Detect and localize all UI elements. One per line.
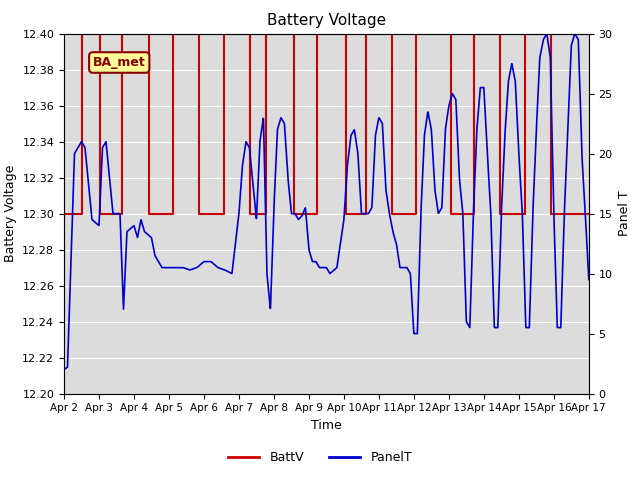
BattV [246,211,254,216]
BattV [220,211,227,216]
BattV [313,31,321,36]
BattV [585,211,593,216]
BattV [361,211,369,216]
BattV [168,211,176,216]
BattV [96,211,104,216]
Legend: BattV, PanelT: BattV, PanelT [223,446,417,469]
BattV [496,31,504,36]
PanelT [518,204,526,210]
BattV [77,211,85,216]
BattV [470,211,477,216]
BattV [520,211,528,216]
BattV [547,31,554,36]
PanelT [60,367,68,372]
Y-axis label: Panel T: Panel T [618,191,631,237]
PanelT [151,253,159,259]
PanelT [120,299,128,304]
BattV [342,211,350,216]
PanelT [284,176,292,181]
BattV [387,31,395,36]
BattV [447,31,454,36]
BattV [195,31,202,36]
BattV [547,211,555,216]
BattV [290,211,298,216]
BattV [170,31,177,36]
BattV [342,31,349,36]
X-axis label: Time: Time [311,419,342,432]
PanelT [585,276,593,282]
Line: PanelT: PanelT [64,34,589,370]
BattV [246,31,253,36]
BattV [144,31,152,36]
PanelT [571,31,579,36]
BattV [196,211,204,216]
BattV [412,31,420,36]
BattV [78,31,86,36]
BattV [60,211,68,216]
BattV [362,31,369,36]
BattV [262,31,269,36]
BattV [118,31,126,36]
BattV [118,211,125,216]
PanelT [575,48,582,54]
Title: Battery Voltage: Battery Voltage [267,13,386,28]
PanelT [261,196,269,202]
BattV [145,211,152,216]
BattV [521,31,529,36]
Line: BattV: BattV [64,34,589,214]
BattV [447,211,455,216]
Y-axis label: Battery Voltage: Battery Voltage [4,165,17,262]
BattV [95,31,103,36]
BattV [289,31,297,36]
BattV [412,211,419,216]
BattV [497,211,504,216]
Text: BA_met: BA_met [93,56,146,69]
BattV [261,211,269,216]
BattV [312,211,320,216]
BattV [388,211,396,216]
BattV [470,31,478,36]
BattV [220,31,228,36]
